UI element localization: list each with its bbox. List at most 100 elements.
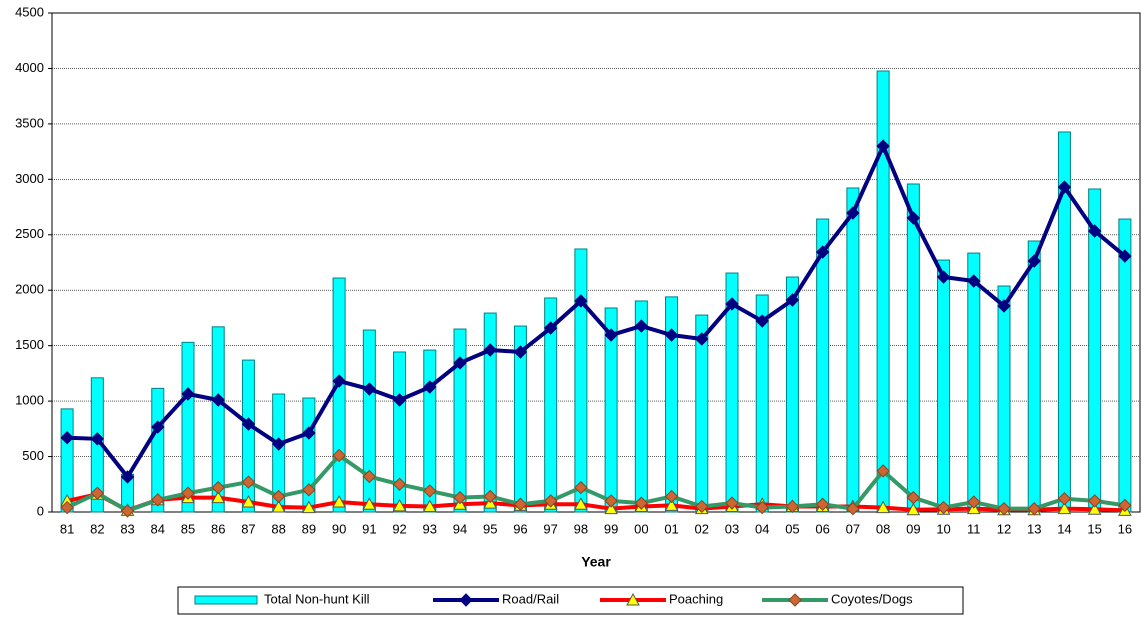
- x-tick-label: 16: [1118, 521, 1132, 536]
- marker: [695, 499, 709, 514]
- bar: [846, 187, 860, 513]
- marker: [181, 486, 195, 500]
- marker: [906, 502, 921, 516]
- marker: [423, 380, 437, 394]
- bar: [937, 259, 951, 513]
- x-tick-label: 01: [664, 521, 678, 536]
- bar: [483, 312, 497, 513]
- marker: [543, 494, 558, 508]
- x-tick-label: 96: [513, 521, 527, 536]
- x-tick-label: 07: [846, 521, 860, 536]
- bar: [393, 351, 407, 513]
- bar: [1027, 240, 1041, 513]
- x-tick-label: 88: [271, 521, 285, 536]
- x-tick-label: 94: [453, 521, 467, 536]
- x-tick-label: 91: [362, 521, 376, 536]
- legend-marker: [626, 592, 640, 606]
- marker: [1027, 254, 1041, 268]
- marker: [574, 480, 588, 495]
- y-tick-label: 2000: [15, 282, 44, 297]
- bar: [362, 329, 376, 513]
- legend-label: Total Non-hunt Kill: [264, 591, 370, 606]
- marker: [60, 430, 74, 445]
- x-tick-label: 02: [695, 521, 709, 536]
- bar: [785, 276, 799, 513]
- marker: [211, 393, 225, 407]
- legend-box: [177, 586, 964, 615]
- bar: [151, 387, 165, 513]
- bar: [967, 252, 981, 513]
- y-tick-label: 1500: [15, 337, 44, 352]
- marker: [211, 480, 225, 495]
- marker: [362, 469, 377, 484]
- legend-label: Coyotes/Dogs: [831, 591, 913, 606]
- marker: [392, 393, 407, 407]
- marker: [332, 448, 346, 463]
- legend-marker: [788, 593, 802, 607]
- bar: [725, 272, 739, 513]
- x-tick-label: 86: [211, 521, 225, 536]
- marker: [725, 297, 739, 311]
- marker: [936, 500, 951, 515]
- x-tick-label: 00: [634, 521, 648, 536]
- marker: [876, 139, 890, 153]
- x-tick-label: 06: [815, 521, 829, 536]
- y-tick-label: 2500: [15, 226, 44, 241]
- y-tick-label: 500: [22, 448, 44, 463]
- marker: [1087, 224, 1102, 238]
- marker: [1087, 494, 1102, 508]
- marker: [271, 437, 286, 451]
- legend-label: Poaching: [669, 591, 723, 606]
- x-tick-label: 11: [967, 521, 981, 536]
- marker: [392, 498, 407, 512]
- marker: [241, 494, 256, 508]
- x-tick-label: 89: [302, 521, 316, 536]
- marker: [302, 483, 316, 497]
- bar: [453, 328, 467, 513]
- bar: [241, 359, 255, 513]
- marker: [967, 495, 981, 509]
- bar: [211, 326, 225, 513]
- x-tick-label: 97: [543, 521, 557, 536]
- marker: [755, 500, 769, 515]
- bar: [665, 296, 679, 513]
- marker: [453, 490, 467, 505]
- marker: [453, 356, 467, 370]
- marker: [634, 496, 649, 510]
- y-tick-label: 4500: [15, 4, 44, 19]
- x-tick-label: 85: [181, 521, 195, 536]
- marker: [604, 494, 618, 508]
- marker: [876, 464, 890, 478]
- legend-label: Road/Rail: [502, 591, 559, 606]
- marker: [271, 489, 286, 504]
- marker: [604, 501, 618, 515]
- marker: [120, 504, 135, 518]
- marker: [604, 328, 618, 342]
- marker: [664, 328, 679, 342]
- legend-marker: [459, 593, 473, 607]
- marker: [967, 274, 981, 288]
- bar: [906, 183, 920, 513]
- x-tick-label: 05: [785, 521, 799, 536]
- marker: [120, 470, 135, 484]
- x-tick-label: 04: [755, 521, 769, 536]
- marker: [664, 498, 679, 511]
- y-tick-label: 3500: [15, 115, 44, 130]
- marker: [574, 294, 588, 308]
- marker: [483, 343, 497, 357]
- marker: [1118, 249, 1132, 263]
- bar: [332, 277, 346, 513]
- x-tick-label: 12: [997, 521, 1011, 536]
- x-tick-label: 95: [483, 521, 497, 536]
- marker: [785, 293, 800, 307]
- marker: [392, 477, 407, 491]
- marker: [755, 314, 769, 328]
- x-tick-label: 14: [1057, 521, 1071, 536]
- marker: [151, 420, 165, 434]
- marker: [90, 432, 105, 446]
- marker: [1118, 498, 1132, 513]
- marker: [574, 497, 588, 510]
- x-tick-label: 92: [392, 521, 406, 536]
